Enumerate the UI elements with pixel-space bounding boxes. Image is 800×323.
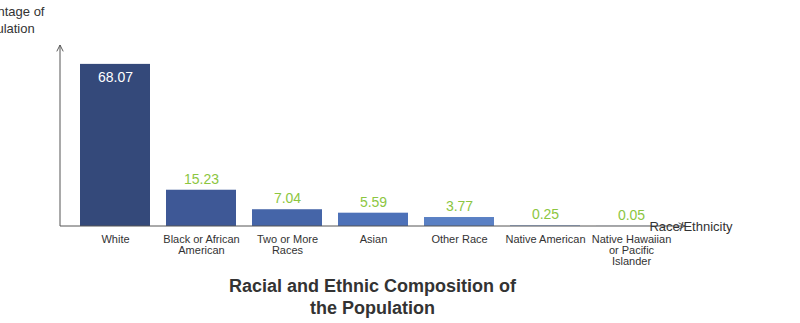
svg-text:Race/Ethnicity: Race/Ethnicity (649, 219, 733, 234)
html-text:Racial and Ethnic Composition: Racial and Ethnic Composition of the Pop… (229, 276, 516, 318)
svg-text:5.59: 5.59 (360, 194, 387, 210)
svg-text:68.07: 68.07 (98, 69, 133, 85)
svg-text:Other Race: Other Race (431, 233, 487, 245)
svg-text:Two or MoreRaces: Two or MoreRaces (257, 233, 318, 256)
svg-text:White: White (101, 233, 129, 245)
svg-text:7.04: 7.04 (274, 190, 301, 206)
svg-text:Black or AfricanAmerican: Black or AfricanAmerican (163, 233, 239, 256)
svg-text:Percentage ofPopulation: Percentage ofPopulation (0, 4, 45, 36)
svg-text:3.77: 3.77 (446, 198, 473, 214)
svg-text:0.25: 0.25 (532, 206, 559, 222)
svg-text:Native American: Native American (505, 233, 585, 245)
svg-text:0.05: 0.05 (618, 207, 645, 223)
svg-text:Native Hawaiianor PacificIslan: Native Hawaiianor PacificIslander (592, 233, 671, 267)
svg-text:15.23: 15.23 (184, 171, 219, 187)
svg-text:Asian: Asian (360, 233, 388, 245)
